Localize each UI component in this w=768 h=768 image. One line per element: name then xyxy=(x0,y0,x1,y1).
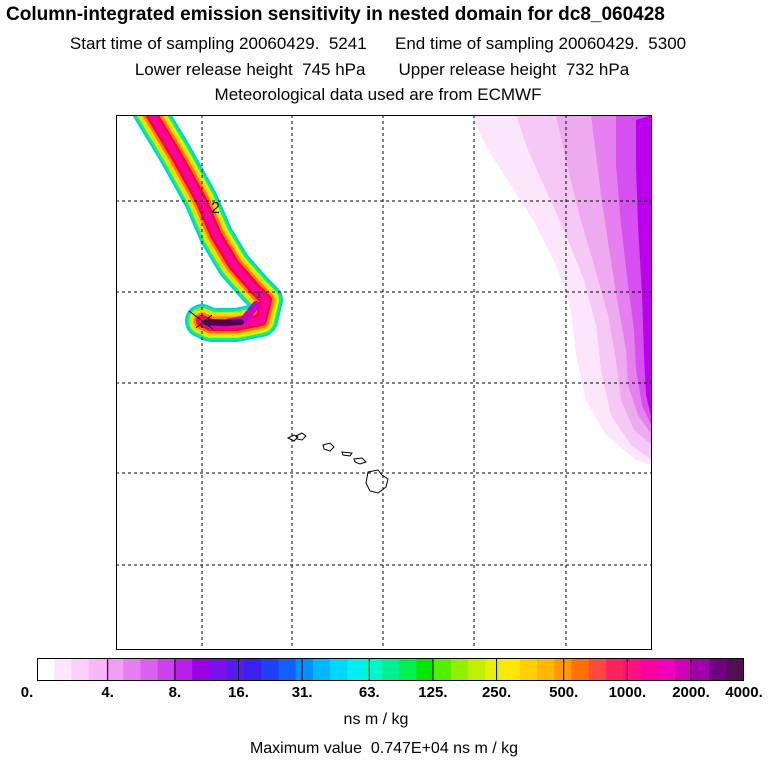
emission-plume xyxy=(132,115,283,342)
colorbar-cell xyxy=(364,658,383,681)
release-height-line: Lower release height 745 hPa Upper relea… xyxy=(0,60,766,80)
colorbar-tick-label: 2000. xyxy=(672,684,710,701)
end-time-label: End time of sampling xyxy=(395,34,554,53)
colorbar-units: ns m / kg xyxy=(343,711,409,728)
colorbar-cell xyxy=(433,658,452,681)
colorbar-cell xyxy=(381,658,400,681)
map-frame xyxy=(116,115,652,650)
colorbar-cell xyxy=(450,658,469,681)
colorbar-tick-labels: 0. 4. 8. 16. 31. 63. 125. 250. 500. 1000. 2000. 400… xyxy=(0,684,768,706)
lat-lon-grid xyxy=(116,115,652,650)
start-time-label: Start time of sampling xyxy=(69,34,235,53)
colorbar-cell xyxy=(606,658,624,681)
colorbar-tick-label: 500. xyxy=(549,684,579,701)
colorbar-cell xyxy=(330,658,348,681)
colorbar-cell xyxy=(123,658,142,681)
max-value-label: Maximum value xyxy=(249,740,362,757)
colorbar-cell xyxy=(312,658,331,681)
colorbar-cell xyxy=(675,658,693,681)
colorbar-cell xyxy=(192,658,211,681)
colorbar-cell xyxy=(88,658,107,681)
colorbar-cell xyxy=(468,658,486,681)
colorbar-cell xyxy=(140,658,159,681)
colorbar-cell xyxy=(157,658,176,681)
contour-label: 2 xyxy=(211,200,220,217)
colorbar-cell xyxy=(261,658,280,681)
colorbar-cell xyxy=(571,658,590,681)
colorbar-cell xyxy=(71,658,90,681)
maximum-value-line: Maximum value 0.747E+04 ns m / kg xyxy=(0,740,768,758)
colorbar-tick-label: 8. xyxy=(168,684,182,701)
colorbar-cell xyxy=(226,658,245,681)
lower-release-value: 745 hPa xyxy=(302,60,366,79)
end-time-value: 20060429. 5300 xyxy=(558,34,687,53)
colorbar-cell xyxy=(692,658,711,681)
colorbar-tick-label: 0. xyxy=(20,684,34,701)
colorbar-cell xyxy=(278,658,297,681)
colorbar-cell xyxy=(709,658,728,681)
colorbar-tick-label: 16. xyxy=(228,684,249,701)
colorbar-cell xyxy=(623,658,642,681)
colorbar-tick-label: 1000. xyxy=(608,684,647,701)
colorbar-tick-label: 4. xyxy=(101,684,114,701)
colorbar-cell xyxy=(519,658,538,681)
release-point-marker xyxy=(188,310,214,330)
colorbar-cell xyxy=(726,658,744,681)
max-value: 0.747E+04 ns m / kg xyxy=(370,740,519,757)
colorbar-cell xyxy=(588,658,607,681)
colorbar-cell xyxy=(37,658,55,681)
colorbar-tick-label: 63. xyxy=(358,684,380,701)
colorbar-cell xyxy=(209,658,228,681)
coastline-islands xyxy=(286,432,389,494)
colorbar-tick-label: 250. xyxy=(481,684,512,701)
met-data-line: Meteorological data used are from ECMWF xyxy=(214,85,542,104)
colorbar-cell xyxy=(347,658,366,681)
lower-release-label: Lower release height xyxy=(134,60,293,79)
colorbar-cell xyxy=(657,658,676,681)
colorbar-cell xyxy=(640,658,659,681)
sampling-time-line: Start time of sampling 20060429. 5241 En… xyxy=(0,34,762,54)
upper-release-label: Upper release height xyxy=(398,60,557,79)
colorbar xyxy=(37,658,744,681)
start-time-value: 20060429. 5241 xyxy=(239,34,367,53)
background-sensitivity-field xyxy=(471,115,652,465)
colorbar-cell xyxy=(485,658,504,681)
colorbar-cell xyxy=(243,658,262,681)
colorbar-cell xyxy=(105,658,124,681)
upper-release-value: 732 hPa xyxy=(565,60,630,79)
colorbar-tick-label: 4000. xyxy=(725,684,763,701)
colorbar-cell xyxy=(174,658,193,681)
plot-title: Column-integrated emission sensitivity i… xyxy=(6,4,665,25)
colorbar-tick-label: 125. xyxy=(418,684,448,701)
colorbar-cell xyxy=(502,658,521,681)
colorbar-cell xyxy=(54,658,73,681)
colorbar-cell xyxy=(537,658,555,681)
colorbar-cell xyxy=(416,658,435,681)
colorbar-cell xyxy=(399,658,417,681)
sensitivity-map: 2 1 xyxy=(116,115,652,650)
colorbar-cell xyxy=(295,658,314,681)
colorbar-tick-label: 31. xyxy=(291,684,313,701)
contour-label-small: 1 xyxy=(256,290,262,301)
